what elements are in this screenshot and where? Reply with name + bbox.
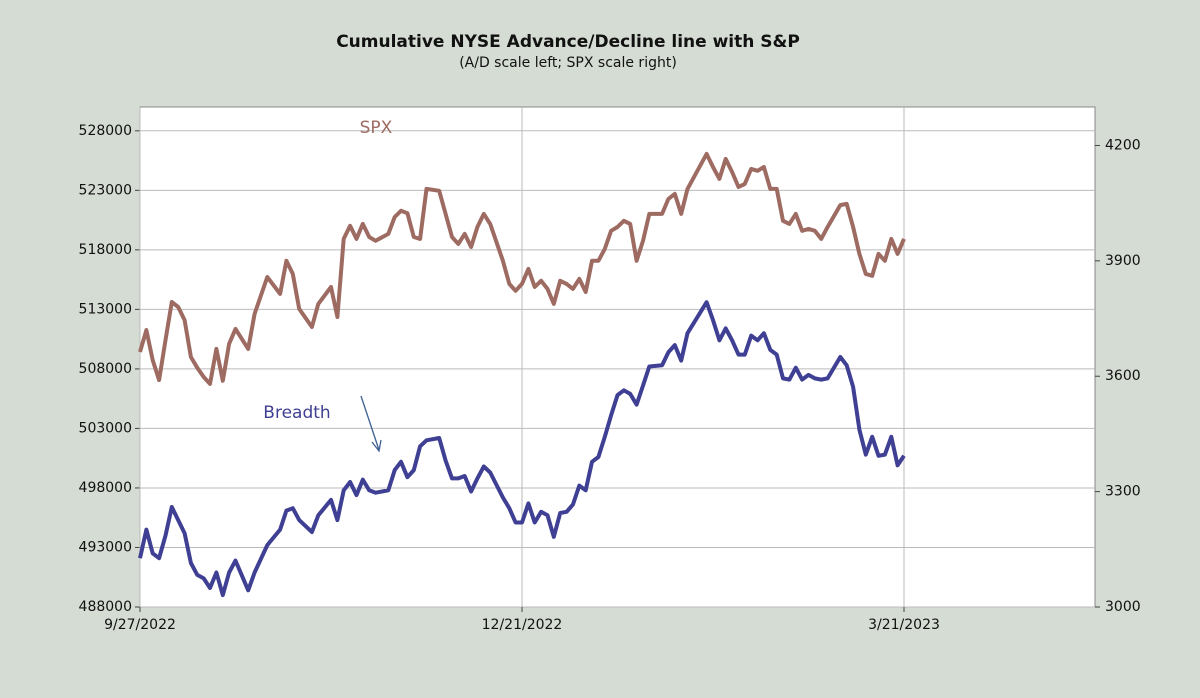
y2-tick-label: 3900	[1105, 253, 1141, 269]
x-tick-label: 12/21/2022	[482, 617, 563, 633]
y-tick-label: 493000	[79, 539, 132, 555]
x-tick-label: 9/27/2022	[104, 617, 176, 633]
chart-subtitle: (A/D scale left; SPX scale right)	[459, 55, 677, 71]
y2-tick-label: 3300	[1105, 484, 1141, 500]
y-tick-label: 528000	[79, 123, 132, 139]
y-tick-label: 508000	[79, 361, 132, 377]
x-tick-label: 3/21/2023	[868, 617, 940, 633]
y-tick-label: 498000	[79, 480, 132, 496]
y-tick-label: 488000	[79, 599, 132, 615]
grid: 488000 493000 498000 503000 508000 513000 5180…	[79, 107, 1141, 633]
y2-tick-label: 3600	[1105, 368, 1141, 384]
series-label: Breadth	[263, 403, 330, 423]
plot-area	[139, 106, 1096, 608]
y-tick-label: 518000	[79, 242, 132, 258]
y2-tick-label: 4200	[1105, 137, 1141, 153]
y-tick-label: 523000	[79, 182, 132, 198]
arrow-head	[371, 439, 382, 453]
arrow	[360, 395, 380, 451]
lines	[138, 151, 906, 598]
chart-title: Cumulative NYSE Advance/Decline line wit…	[336, 32, 800, 52]
series-line	[138, 300, 906, 598]
y-tick-label: 503000	[79, 420, 132, 436]
y2-tick-label: 3000	[1105, 599, 1141, 615]
series-line	[138, 151, 906, 386]
y-tick-label: 513000	[79, 301, 132, 317]
series-label: SPX	[360, 118, 393, 138]
